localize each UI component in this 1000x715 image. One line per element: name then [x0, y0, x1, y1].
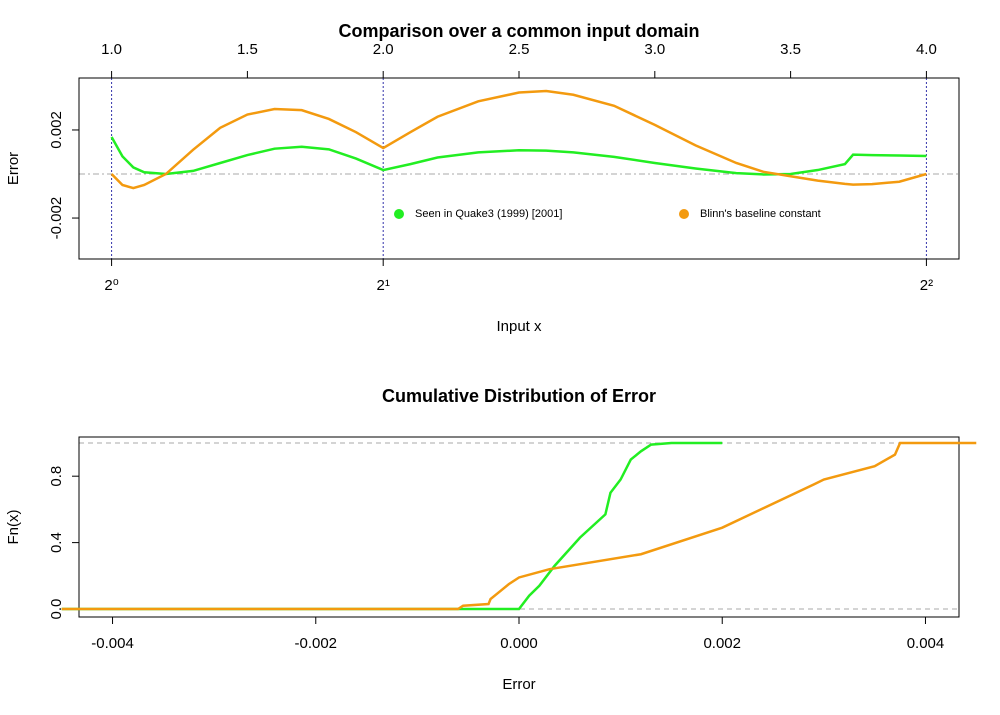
series-line — [61, 441, 723, 611]
series-line — [110, 89, 927, 190]
x2-tick-label: 1.5 — [237, 41, 258, 58]
y-axis-label: Fn(x) — [5, 510, 22, 545]
x-tick-label: -0.004 — [91, 635, 134, 652]
plot-frame — [78, 436, 960, 618]
y-axis-label: Error — [5, 152, 22, 185]
y-tick-label: 0.8 — [48, 466, 65, 487]
x-axis-label: Error — [502, 676, 535, 693]
plot-frame — [78, 77, 960, 260]
x2-tick-label: 3.5 — [780, 41, 801, 58]
x-tick-label: 0.000 — [500, 635, 538, 652]
y-tick-label: 0.4 — [48, 532, 65, 553]
x-tick-label: 2¹ — [377, 277, 390, 294]
y-tick-label: -0.002 — [48, 197, 65, 240]
y-tick-label: 0.002 — [48, 111, 65, 149]
x-tick-label: 0.002 — [703, 635, 741, 652]
series-line — [61, 441, 977, 611]
x-tick-label: -0.002 — [294, 635, 337, 652]
legend-marker — [394, 209, 404, 219]
legend-marker — [679, 209, 689, 219]
x2-tick-label: 4.0 — [916, 41, 937, 58]
series-line — [110, 136, 927, 176]
legend-label: Blinn's baseline constant — [700, 208, 821, 220]
chart-title: Cumulative Distribution of Error — [382, 386, 656, 406]
x-tick-label: 0.004 — [907, 635, 945, 652]
x2-tick-label: 1.0 — [101, 41, 122, 58]
x-tick-label: 2² — [920, 277, 933, 294]
x2-tick-label: 2.0 — [373, 41, 394, 58]
x2-tick-label: 3.0 — [644, 41, 665, 58]
legend-label: Seen in Quake3 (1999) [2001] — [415, 208, 562, 220]
x2-tick-label: 2.5 — [509, 41, 530, 58]
y-tick-label: 0.0 — [48, 599, 65, 620]
chart-title: Comparison over a common input domain — [338, 21, 699, 41]
x-axis-label: Input x — [496, 318, 542, 335]
x-tick-label: 2⁰ — [104, 277, 118, 294]
